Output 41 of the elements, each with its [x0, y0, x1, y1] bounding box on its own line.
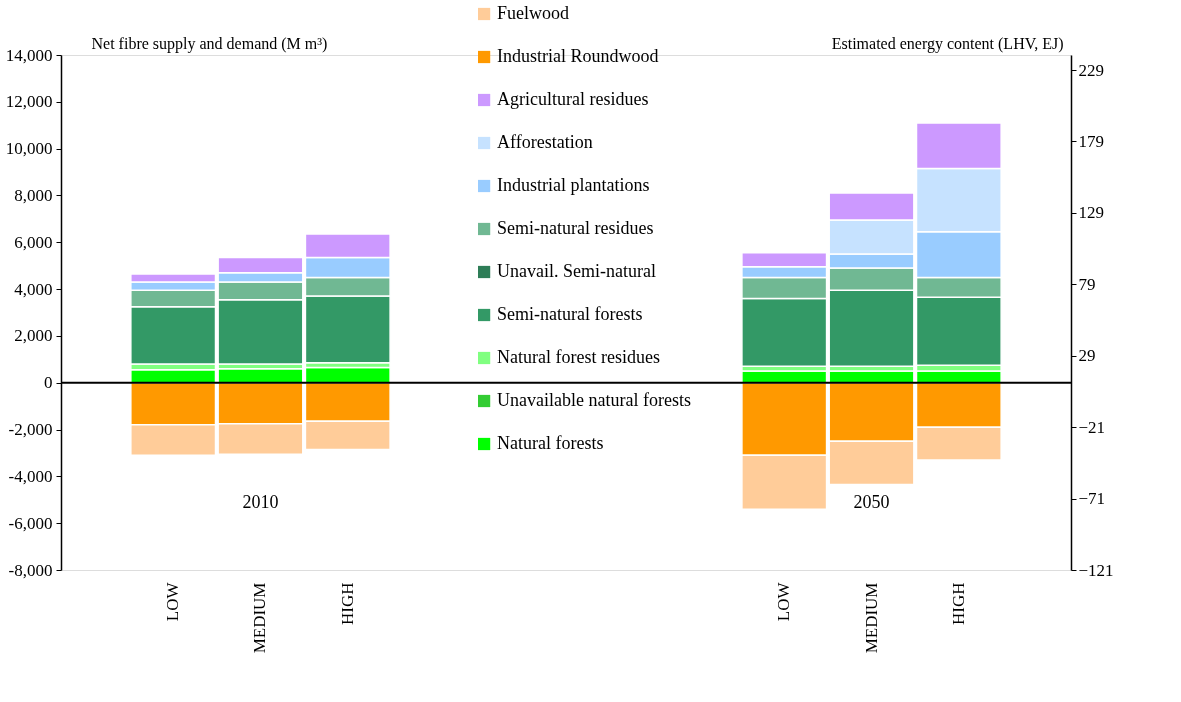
y2-tick-label: 129 — [1078, 203, 1104, 223]
y-axis-title: Net fibre supply and demand (M m³) — [91, 34, 328, 53]
y-tick-label: -4,000 — [8, 466, 53, 486]
y-tick-label: 4,000 — [14, 279, 53, 299]
legend-label: Afforestation — [497, 132, 593, 152]
legend-label: Industrial plantations — [497, 175, 650, 195]
y2-tick-label: −21 — [1078, 417, 1106, 437]
x-tick-label: HIGH — [948, 582, 968, 625]
y2-tick-label: 79 — [1078, 274, 1096, 294]
y-tick-label: 12,000 — [5, 92, 53, 112]
y-tick-label: -8,000 — [8, 560, 53, 580]
x-tick-label: LOW — [774, 581, 794, 622]
legend-label: Fuelwood — [497, 3, 570, 23]
y2-tick-label: 229 — [1078, 60, 1104, 80]
y2-tick-label: −71 — [1078, 489, 1106, 509]
legend-label: Agricultural residues — [497, 89, 649, 109]
y2-tick-label: −121 — [1078, 560, 1114, 580]
annotation: 2050 — [853, 492, 890, 513]
legend-label: Unavail. Semi-natural — [497, 261, 657, 281]
x-tick-label: MEDIUM — [250, 582, 270, 654]
y-tick-label: 10,000 — [5, 139, 53, 159]
y-tick-label: 2,000 — [14, 326, 53, 346]
y-tick-label: 6,000 — [14, 232, 53, 252]
y-tick-label: 8,000 — [14, 185, 53, 205]
legend-label: Industrial Roundwood — [497, 46, 659, 66]
x-tick-label: HIGH — [337, 582, 357, 625]
y-tick-label: 0 — [44, 373, 53, 393]
x-tick-label: LOW — [163, 581, 183, 622]
y2-tick-label: 29 — [1078, 346, 1096, 366]
y-tick-label: 14,000 — [5, 45, 53, 65]
y-tick-label: -2,000 — [8, 420, 53, 440]
annotation: 2010 — [242, 492, 279, 513]
legend-label: Natural forests — [497, 433, 604, 453]
y2-tick-label: 179 — [1078, 131, 1104, 151]
legend-label: Semi-natural residues — [497, 218, 654, 238]
legend-label: Unavailable natural forests — [497, 390, 692, 410]
y2-axis-title: Estimated energy content (LHV, EJ) — [831, 34, 1064, 53]
y-tick-label: -6,000 — [8, 513, 53, 533]
x-tick-label: MEDIUM — [861, 582, 881, 654]
legend-label: Semi-natural forests — [497, 304, 643, 324]
legend-label: Natural forest residues — [497, 347, 661, 367]
